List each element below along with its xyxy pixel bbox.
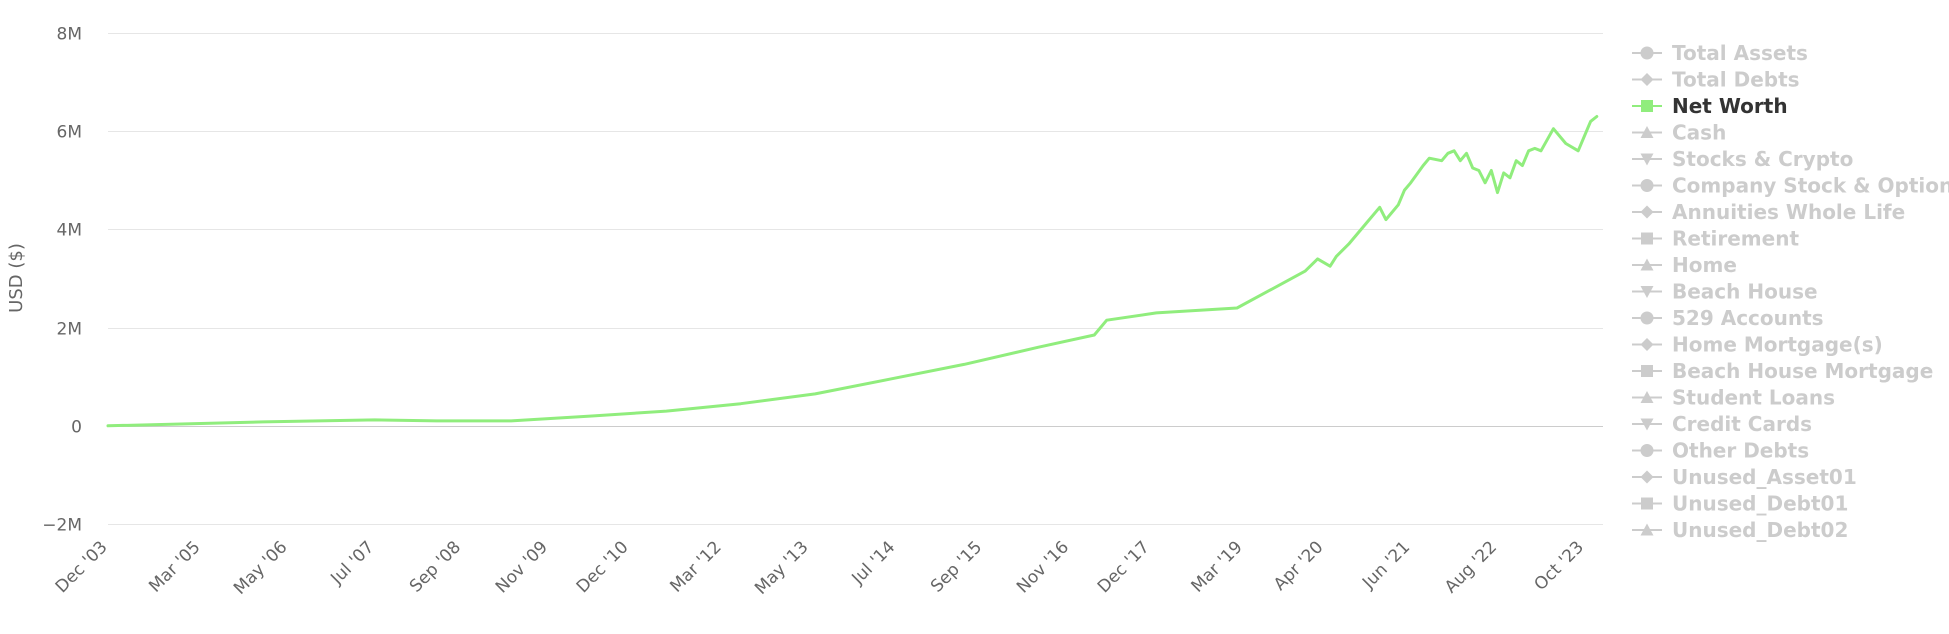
square-marker-icon <box>1641 497 1653 510</box>
legend-item-label: Total Debts <box>1672 68 1800 92</box>
legend-item-unused-debt02[interactable]: Unused_Debt02 <box>1632 518 1848 542</box>
square-marker-icon <box>1641 100 1653 112</box>
legend-item-cash[interactable]: Cash <box>1632 121 1726 145</box>
x-tick-label: Dec '17 <box>1094 537 1154 597</box>
x-tick-label: Nov '16 <box>1013 537 1073 597</box>
legend-item-label: Other Debts <box>1672 439 1809 463</box>
x-tick-label: Mar '19 <box>1187 537 1246 596</box>
net-worth-series-line <box>106 115 1599 428</box>
legend-item-label: Home <box>1672 253 1737 277</box>
x-tick-label: May '06 <box>230 537 291 598</box>
legend-item-retirement[interactable]: Retirement <box>1632 227 1799 251</box>
legend-item-label: Beach House <box>1672 280 1818 304</box>
legend-item-beach-house-mortgage[interactable]: Beach House Mortgage <box>1632 359 1933 383</box>
x-tick-label: Aug '22 <box>1441 537 1501 597</box>
legend-item-total-assets[interactable]: Total Assets <box>1632 41 1808 65</box>
legend-item-annuities-whole-life[interactable]: Annuities Whole Life <box>1632 200 1905 224</box>
legend-item-label: Total Assets <box>1672 41 1808 65</box>
x-tick-label: Nov '09 <box>492 537 552 597</box>
y-tick-label: −2M <box>42 516 82 536</box>
legend-item-label: Unused_Debt02 <box>1672 518 1848 542</box>
y-tick-label: 0 <box>71 418 82 438</box>
legend-item-label: Cash <box>1672 121 1726 145</box>
y-tick-label: 6M <box>57 123 82 143</box>
x-tick-label: Mar '05 <box>145 537 204 596</box>
triangle-marker-icon <box>1640 258 1654 271</box>
legend-item-stocks-crypto[interactable]: Stocks & Crypto <box>1632 147 1853 171</box>
square-marker-icon <box>1641 232 1653 245</box>
legend-item-unused-debt01[interactable]: Unused_Debt01 <box>1632 492 1848 516</box>
x-tick-label: Dec '10 <box>573 537 633 597</box>
legend-item-label: Beach House Mortgage <box>1672 359 1933 383</box>
triangle-down-marker-icon <box>1640 418 1654 431</box>
legend-item-label: Annuities Whole Life <box>1672 200 1905 224</box>
grid-lines <box>108 33 1603 525</box>
y-axis-tick-labels: 8M 6M 4M 2M 0 −2M <box>42 25 82 536</box>
square-marker-icon <box>1641 365 1653 377</box>
circle-marker-icon <box>1640 444 1654 457</box>
x-tick-label: Jul '07 <box>326 537 378 589</box>
circle-marker-icon <box>1640 46 1654 60</box>
legend-item-student-loans[interactable]: Student Loans <box>1632 386 1835 410</box>
legend-item-unused-asset01[interactable]: Unused_Asset01 <box>1632 465 1857 489</box>
legend-item-beach-house[interactable]: Beach House <box>1632 280 1818 304</box>
legend-item-label: Credit Cards <box>1672 412 1812 436</box>
x-tick-label: Mar '12 <box>666 537 725 596</box>
legend-item-label: Unused_Debt01 <box>1672 492 1848 516</box>
y-tick-label: 2M <box>57 320 82 340</box>
x-tick-label: Jul '14 <box>848 537 900 589</box>
legend-item-label: Home Mortgage(s) <box>1672 333 1883 357</box>
legend-item-label: Student Loans <box>1672 386 1835 410</box>
x-tick-label: Jun '21 <box>1358 537 1414 593</box>
legend-item-credit-cards[interactable]: Credit Cards <box>1632 412 1812 436</box>
x-tick-label: Sep '15 <box>927 537 986 596</box>
x-tick-label: May '13 <box>751 537 812 598</box>
diamond-marker-icon <box>1640 73 1654 86</box>
triangle-marker-icon <box>1640 126 1654 138</box>
legend-item-529-accounts[interactable]: 529 Accounts <box>1632 306 1824 330</box>
x-tick-label: Oct '23 <box>1531 537 1588 594</box>
x-tick-label: Dec '03 <box>52 537 112 597</box>
legend-item-home-mortgage-s[interactable]: Home Mortgage(s) <box>1632 333 1883 357</box>
diamond-marker-icon <box>1640 205 1654 219</box>
legend-item-label: Company Stock & Options <box>1672 174 1949 198</box>
circle-marker-icon <box>1640 179 1654 192</box>
y-axis-title: USD ($) <box>6 243 27 313</box>
legend-item-net-worth[interactable]: Net Worth <box>1632 94 1788 118</box>
legend-item-label: Stocks & Crypto <box>1672 147 1853 171</box>
triangle-down-marker-icon <box>1640 153 1654 166</box>
legend-item-company-stock-options[interactable]: Company Stock & Options <box>1632 174 1949 198</box>
triangle-marker-icon <box>1640 523 1654 536</box>
legend-item-label: Retirement <box>1672 227 1799 251</box>
triangle-down-marker-icon <box>1640 286 1654 298</box>
legend-item-other-debts[interactable]: Other Debts <box>1632 439 1809 463</box>
y-tick-label: 4M <box>57 221 82 241</box>
x-axis-tick-labels: Dec '03 Mar '05 May '06 Jul '07 Sep '08 Nov '… <box>52 537 1588 598</box>
legend-item-label: Unused_Asset01 <box>1672 465 1857 489</box>
diamond-marker-icon <box>1640 338 1654 351</box>
legend-item-home[interactable]: Home <box>1632 253 1737 277</box>
series-layer <box>106 115 1599 428</box>
legend-item-total-debts[interactable]: Total Debts <box>1632 68 1800 92</box>
legend-item-label: Net Worth <box>1672 94 1788 118</box>
x-tick-label: Apr '20 <box>1270 537 1327 594</box>
circle-marker-icon <box>1640 311 1654 325</box>
triangle-marker-icon <box>1640 391 1654 403</box>
legend-item-label: 529 Accounts <box>1672 306 1824 330</box>
diamond-marker-icon <box>1640 470 1654 484</box>
y-tick-label: 8M <box>57 25 82 45</box>
x-tick-label: Sep '08 <box>406 537 465 596</box>
